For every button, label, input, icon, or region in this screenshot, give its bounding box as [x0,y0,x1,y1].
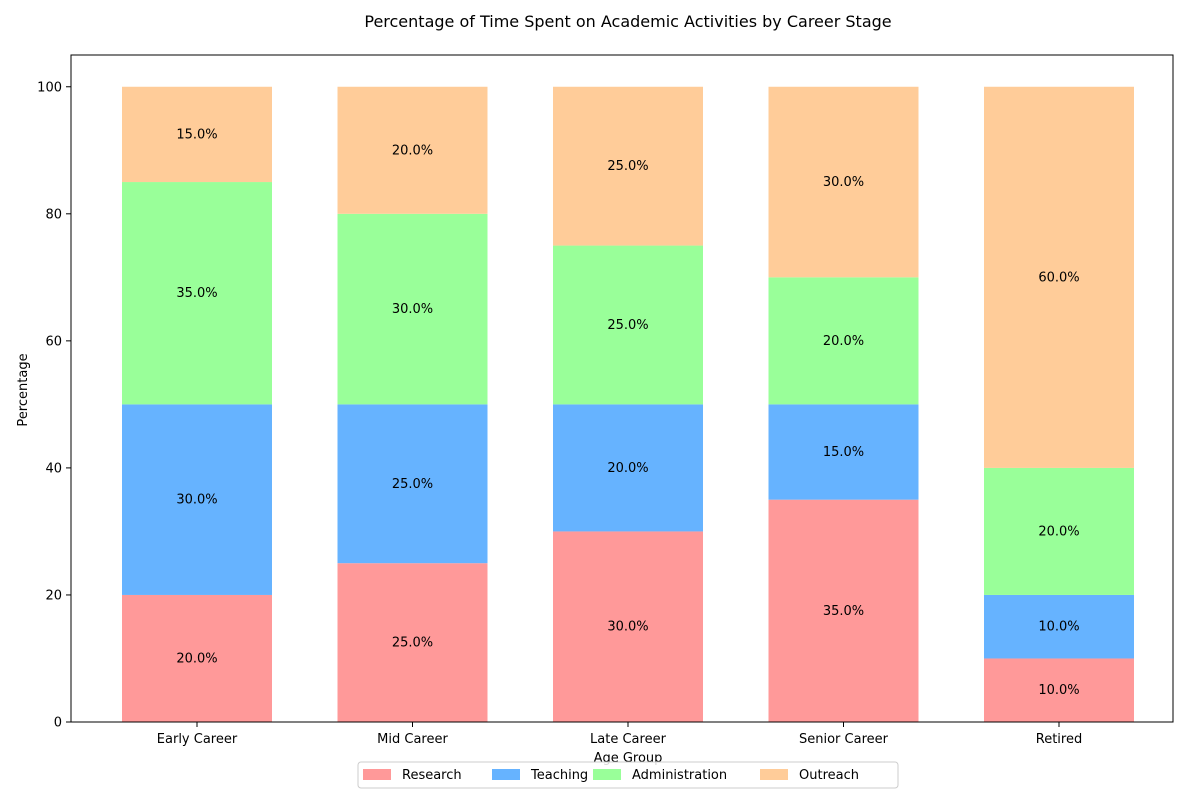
x-tick-label: Early Career [157,732,238,747]
legend-swatch [593,769,621,780]
y-tick-label: 60 [45,334,62,349]
legend-label: Administration [632,768,727,783]
y-tick-label: 100 [37,80,62,95]
bar-research [984,658,1134,722]
bar-teaching [768,404,919,500]
data-label: 20.0% [392,143,433,158]
bar-administration [768,277,919,405]
data-label: 20.0% [607,461,648,476]
data-label: 30.0% [823,175,864,190]
data-label: 30.0% [176,493,217,508]
data-label: 35.0% [823,604,864,619]
data-label: 20.0% [176,651,217,666]
bar-outreach [337,86,488,214]
bar-administration [553,245,703,405]
bar-teaching [553,404,703,532]
bar-administration [122,182,272,405]
bar-administration [337,213,488,405]
chart-title: Percentage of Time Spent on Academic Act… [364,12,891,31]
bars-layer [122,86,1134,722]
data-label: 15.0% [823,445,864,460]
legend-label: Research [402,768,462,783]
data-label: 25.0% [392,477,433,492]
bar-outreach [122,86,272,183]
data-label: 20.0% [1038,524,1079,539]
bar-teaching [984,594,1134,659]
y-axis: 0 20 40 60 80 100 [37,80,71,731]
data-label: 15.0% [176,127,217,142]
data-label: 20.0% [823,334,864,349]
y-tick-label: 0 [54,716,62,731]
data-labels-layer: 20.0% 30.0% 35.0% 15.0% 25.0% 25.0% 30.0% 20.0%… [176,127,1079,698]
y-tick-label: 40 [45,461,62,476]
bar-research [122,594,272,722]
legend-label: Outreach [799,768,859,783]
x-axis: Early Career Mid Career Late Career Senior … [157,722,1082,747]
bar-teaching [337,404,488,564]
legend-swatch [492,769,520,780]
y-tick-label: 80 [45,207,62,222]
data-label: 10.0% [1038,620,1079,635]
bar-research [553,531,703,722]
bar-teaching [122,404,272,595]
legend-frame [357,761,899,789]
legend-swatch [363,769,391,780]
data-label: 10.0% [1038,683,1079,698]
bar-outreach [984,86,1134,468]
data-label: 60.0% [1038,270,1079,285]
x-tick-label: Senior Career [799,732,889,747]
plot-frame [70,54,1174,723]
data-label: 25.0% [607,159,648,174]
data-label: 25.0% [607,318,648,333]
legend-swatch [760,769,788,780]
data-label: 30.0% [607,620,648,635]
x-tick-label: Mid Career [377,732,448,747]
y-tick-label: 20 [45,588,62,603]
legend: Research Teaching Administration Outreach [357,761,899,789]
bar-research [337,563,488,722]
data-label: 25.0% [392,636,433,651]
data-label: 30.0% [392,302,433,317]
x-tick-label: Late Career [590,732,667,747]
data-label: 35.0% [176,286,217,301]
legend-label: Teaching [530,768,588,783]
x-tick-label: Retired [1036,732,1082,747]
bar-research [768,499,919,722]
bar-administration [984,467,1134,595]
y-axis-label: Percentage [16,353,31,426]
bar-outreach [768,86,919,278]
bar-outreach [553,86,703,246]
